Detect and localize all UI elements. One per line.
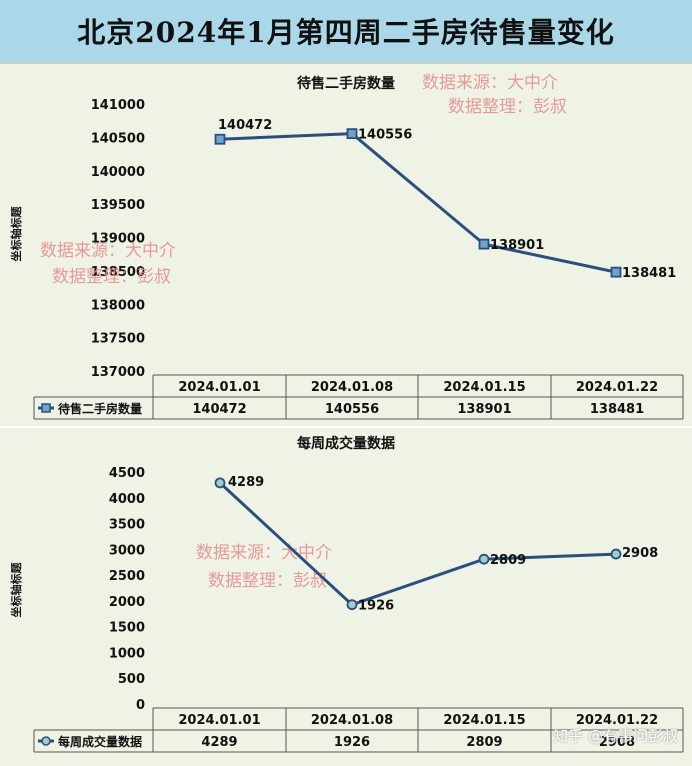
x-category-label: 2024.01.01: [178, 713, 260, 728]
y-tick-label: 4000: [109, 492, 145, 507]
y-tick-label: 138500: [91, 265, 145, 280]
x-category-label: 2024.01.08: [311, 713, 393, 728]
data-point: [478, 553, 490, 565]
x-category-label: 2024.01.15: [443, 380, 525, 395]
page-title: 北京2024年1月第四周二手房待售量变化: [77, 16, 615, 49]
data-table: 2024.01.01 140472 2024.01.08 140556 2024.01.…: [33, 374, 684, 420]
chart-title: 待售二手房数量: [297, 75, 395, 92]
data-label: 1926: [358, 599, 394, 614]
y-tick-label: 137500: [91, 332, 145, 347]
data-point: [610, 266, 622, 278]
data-point: [346, 128, 358, 140]
data-point: [610, 548, 622, 560]
chart-panel-inventory: 待售二手房数量 坐标轴标题 141000 140500 140000 139500 1390…: [0, 64, 692, 428]
y-tick-label: 139000: [91, 232, 145, 247]
legend-key-marker: [41, 403, 51, 413]
legend-series-name: 每周成交量数据: [58, 734, 142, 749]
x-category-label: 2024.01.22: [576, 713, 658, 728]
series-line: [219, 132, 617, 274]
legend-series-name: 待售二手房数量: [58, 401, 142, 416]
data-label: 2809: [490, 553, 526, 568]
page-title-banner: 北京2024年1月第四周二手房待售量变化: [0, 0, 692, 64]
y-tick-label: 140000: [91, 165, 145, 180]
y-tick-label: 1500: [109, 621, 145, 636]
legend-key-marker: [41, 736, 51, 746]
table-value-cell: 2809: [466, 735, 502, 750]
y-tick-label: 500: [118, 672, 145, 687]
inventory-chart: 待售二手房数量坐标轴标题1410001405001400001395001390…: [9, 73, 684, 420]
table-value-cell: 140472: [192, 402, 246, 417]
y-tick-label: 3000: [109, 543, 145, 558]
data-label: 138901: [490, 238, 544, 253]
data-label: 138481: [622, 266, 676, 281]
chart-title: 每周成交量数据: [297, 435, 395, 452]
y-tick-label: 1000: [109, 646, 145, 661]
y-tick-label: 140500: [91, 131, 145, 146]
chart-panel-weekly-deals: 每周成交量数据 坐标轴标题 4500 4000 3500 3000 2500 2000 1500…: [0, 428, 692, 766]
data-point: [478, 238, 490, 250]
watermark-line2: 数据整理：彭叔: [448, 97, 567, 117]
y-tick-label: 137000: [91, 365, 145, 380]
data-point: [214, 133, 226, 145]
data-label: 140556: [358, 128, 412, 143]
y-tick-label: 139500: [91, 198, 145, 213]
watermark-line1: 数据来源：大中介: [40, 241, 176, 261]
x-category-label: 2024.01.08: [311, 380, 393, 395]
table-value-cell: 140556: [325, 402, 379, 417]
y-tick-label: 0: [136, 698, 145, 713]
y-tick-label: 4500: [109, 466, 145, 481]
series-line: [218, 481, 617, 607]
x-category-label: 2024.01.22: [576, 380, 658, 395]
watermark-line2: 数据整理：彭叔: [208, 571, 327, 591]
data-point: [214, 477, 226, 489]
table-value-cell: 4289: [201, 735, 237, 750]
y-axis-title: 坐标轴标题: [9, 206, 23, 262]
y-tick-label: 2000: [109, 595, 145, 610]
table-value-cell: 1926: [334, 735, 370, 750]
data-table: 2024.01.01 4289 2024.01.08 1926 2024.01.15 28…: [33, 707, 684, 753]
data-label: 2908: [622, 546, 658, 561]
table-value-cell: 138901: [457, 402, 511, 417]
watermark-line2: 数据整理：彭叔: [52, 267, 171, 287]
y-tick-label: 3500: [109, 518, 145, 533]
table-value-cell: 138481: [590, 402, 644, 417]
x-category-label: 2024.01.01: [178, 380, 260, 395]
weekly-deals-chart: 每周成交量数据坐标轴标题4500400035003000250020001500…: [9, 435, 684, 753]
table-value-cell: 2908: [599, 735, 635, 750]
footer-watermark: 知乎 @有事问彭叔: [553, 727, 678, 745]
y-tick-label: 138000: [91, 298, 145, 313]
data-label: 4289: [228, 475, 264, 490]
data-label: 140472: [218, 118, 272, 133]
x-category-label: 2024.01.15: [443, 713, 525, 728]
watermark-line1: 数据来源：大中介: [422, 73, 558, 93]
y-axis-title: 坐标轴标题: [9, 562, 23, 618]
y-tick-label: 2500: [109, 569, 145, 584]
y-tick-label: 141000: [91, 98, 145, 113]
watermark-line1: 数据来源：大中介: [196, 543, 332, 563]
data-point: [346, 599, 358, 611]
